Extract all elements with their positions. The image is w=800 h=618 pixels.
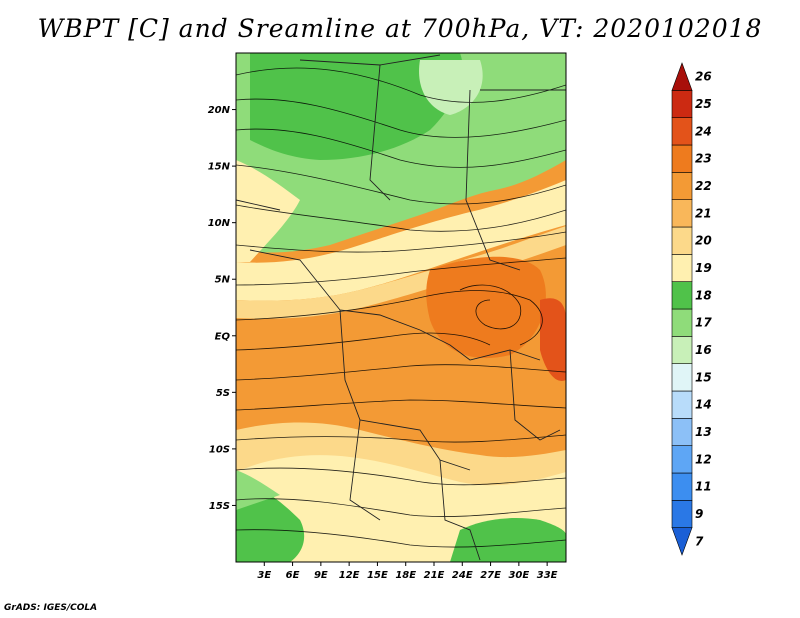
y-tick-label: 10N bbox=[208, 218, 231, 229]
colorbar-segment bbox=[671, 281, 693, 310]
colorbar-segment bbox=[671, 500, 693, 528]
green-southeast-field bbox=[450, 518, 566, 562]
dark-orange-core bbox=[426, 256, 546, 359]
light-green-patch bbox=[419, 60, 483, 115]
colorbar-label: 7 bbox=[695, 534, 704, 548]
colorbar-segment bbox=[671, 226, 693, 255]
x-tick-label: 24E bbox=[452, 570, 473, 581]
colorbar-segment bbox=[671, 172, 693, 200]
light-orange-band bbox=[236, 226, 566, 319]
red-east-patch bbox=[540, 298, 566, 381]
colorbar-label: 13 bbox=[695, 425, 712, 439]
yellow-band-mid bbox=[236, 180, 566, 301]
colorbar-label: 16 bbox=[695, 343, 712, 357]
colorbar-label: 9 bbox=[695, 507, 703, 521]
colorbar: 7 9 11 12 13 14 15 16 17 18 19 20 21 22 23 24 25 26 bbox=[671, 62, 712, 556]
colorbar-label: 25 bbox=[695, 97, 712, 111]
colorbar-label: 17 bbox=[695, 316, 712, 330]
colorbar-label: 19 bbox=[695, 261, 712, 275]
y-tick-label: EQ bbox=[215, 331, 231, 342]
colorbar-label: 20 bbox=[695, 234, 712, 248]
yellow-band-north bbox=[236, 160, 300, 262]
colorbar-segment bbox=[671, 527, 693, 556]
colorbar-label: 14 bbox=[695, 398, 712, 412]
colorbar-segment bbox=[671, 363, 693, 392]
colorbar-segment bbox=[671, 445, 693, 474]
y-tick-label: 5N bbox=[215, 275, 231, 286]
colorbar-segment bbox=[671, 390, 693, 419]
x-axis: 3E 6E 9E 12E 15E 18E 21E 24E 27E 30E 33E bbox=[257, 562, 558, 581]
colorbar-segment bbox=[671, 336, 693, 364]
colorbar-segment bbox=[671, 117, 693, 146]
colorbar-label: 12 bbox=[695, 452, 712, 466]
colorbar-label: 26 bbox=[695, 70, 712, 84]
colorbar-segment bbox=[671, 472, 693, 501]
colorbar-label: 18 bbox=[695, 288, 712, 302]
y-tick-label: 15N bbox=[208, 162, 231, 173]
x-tick-label: 12E bbox=[339, 570, 360, 581]
x-tick-label: 33E bbox=[537, 570, 558, 581]
colorbar-label: 24 bbox=[695, 124, 712, 138]
colorbar-segment bbox=[671, 418, 693, 446]
x-tick-label: 6E bbox=[286, 570, 300, 581]
x-tick-label: 15E bbox=[367, 570, 388, 581]
y-tick-label: 10S bbox=[209, 444, 230, 455]
x-tick-label: 3E bbox=[257, 570, 271, 581]
x-tick-label: 18E bbox=[395, 570, 416, 581]
y-tick-label: 15S bbox=[209, 501, 230, 512]
colorbar-label: 22 bbox=[695, 179, 712, 193]
colorbar-segment bbox=[671, 308, 693, 337]
colorbar-segment bbox=[671, 254, 693, 282]
y-axis: 20N 15N 10N 5N EQ 5S 10S 15S bbox=[208, 105, 236, 512]
y-tick-label: 20N bbox=[208, 105, 231, 116]
colorbar-segment bbox=[671, 90, 693, 118]
light-green-southwest bbox=[236, 470, 280, 510]
x-tick-label: 30E bbox=[508, 570, 529, 581]
y-tick-label: 5S bbox=[216, 388, 230, 399]
country-borders bbox=[236, 54, 566, 561]
map-area bbox=[236, 53, 566, 562]
x-tick-label: 9E bbox=[314, 570, 328, 581]
colorbar-label: 21 bbox=[695, 206, 712, 220]
credit-label: GrADS: IGES/COLA bbox=[4, 603, 98, 613]
x-tick-label: 27E bbox=[480, 570, 501, 581]
colorbar-segment bbox=[671, 199, 693, 228]
colorbar-segment bbox=[671, 62, 693, 91]
colorbar-segment bbox=[671, 144, 693, 173]
x-tick-label: 21E bbox=[424, 570, 445, 581]
map-frame bbox=[235, 52, 567, 563]
colorbar-label: 15 bbox=[695, 370, 712, 384]
colorbar-label: 11 bbox=[695, 480, 712, 494]
chart-title: WBPT [C] and Sreamline at 700hPa, VT: 20… bbox=[37, 14, 763, 43]
colorbar-label: 23 bbox=[695, 152, 712, 166]
light-orange-south bbox=[236, 422, 566, 486]
